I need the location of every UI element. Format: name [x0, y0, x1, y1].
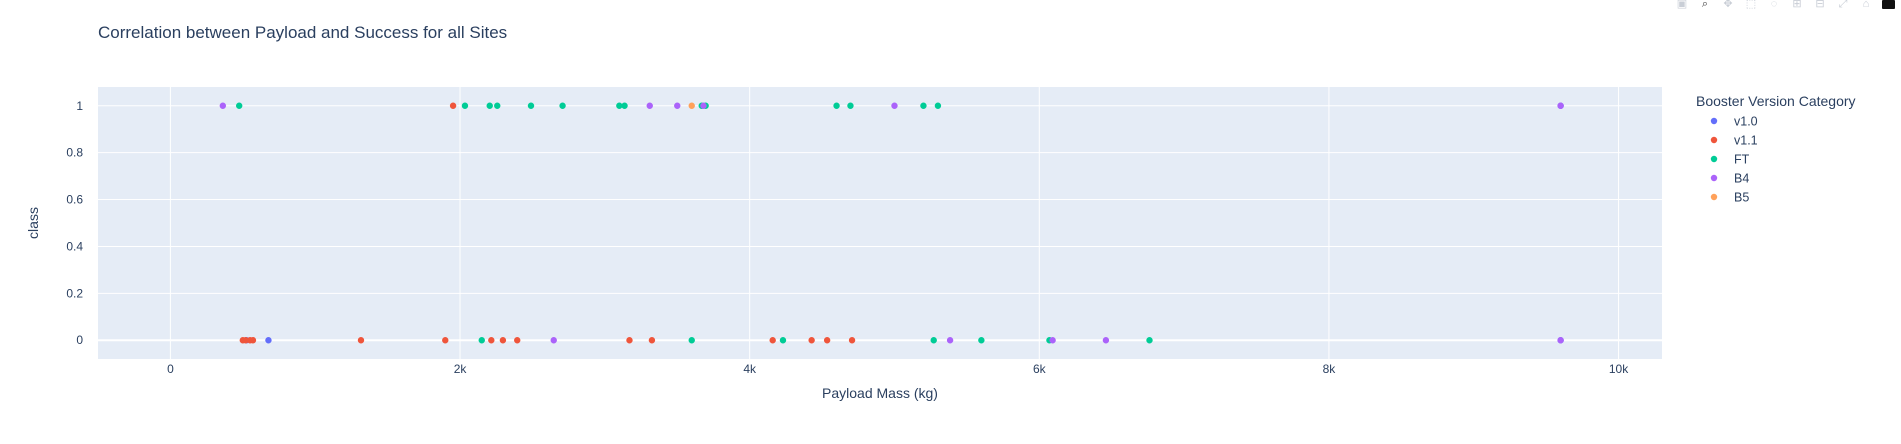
x-tick-label: 6k: [1033, 362, 1047, 376]
data-point: [527, 102, 535, 109]
y-tick-label: 0.8: [66, 146, 83, 160]
legend-item-label[interactable]: v1.0: [1734, 115, 1758, 129]
x-tick-label: 2k: [454, 362, 468, 376]
chart-title: Correlation between Payload and Success …: [98, 23, 507, 42]
data-point: [891, 102, 898, 109]
data-point: [688, 337, 695, 344]
data-point: [1102, 337, 1110, 344]
data-point: [1557, 102, 1564, 109]
x-tick-label: 4k: [743, 362, 757, 376]
data-point: [848, 337, 856, 344]
box-select-icon[interactable]: ⬚: [1745, 0, 1757, 9]
x-axis-ticks: 0 2k 4k 6k 8k 10k: [167, 362, 1629, 376]
x-axis-label: Payload Mass (kg): [822, 385, 938, 401]
legend-marker[interactable]: [1710, 136, 1718, 144]
data-point: [930, 337, 937, 344]
legend-item-label[interactable]: v1.1: [1734, 134, 1758, 148]
x-tick-label: 0: [167, 362, 174, 376]
data-point: [514, 337, 521, 344]
legend-marker[interactable]: [1710, 174, 1718, 182]
data-point: [648, 337, 656, 344]
legend-item-label[interactable]: B5: [1734, 191, 1749, 205]
zoom-in-icon[interactable]: ⊞: [1792, 0, 1802, 9]
data-point: [646, 102, 653, 109]
legend-marker[interactable]: [1710, 117, 1718, 125]
y-tick-label: 0.2: [66, 286, 83, 300]
y-tick-label: 0.4: [66, 239, 83, 253]
modebar: ▣ ⌕ ✥ ⬚ ◌ ⊞ ⊟ ⤢ ⌂: [1675, 0, 1895, 10]
legend-title: Booster Version Category: [1696, 93, 1856, 109]
data-point: [833, 102, 840, 109]
data-point: [700, 102, 707, 109]
plotly-logo-icon[interactable]: [1882, 0, 1895, 9]
x-tick-label: 10k: [1609, 362, 1629, 376]
data-point: [357, 337, 365, 344]
data-point: [920, 102, 927, 109]
legend-marker[interactable]: [1710, 193, 1718, 201]
legend: Booster Version Category v1.0 v1.1 FT B4 B5: [1696, 93, 1856, 205]
data-point: [769, 337, 776, 344]
data-point: [550, 337, 557, 344]
zoom-icon[interactable]: ⌕: [1701, 0, 1709, 9]
data-point: [621, 102, 628, 109]
data-point: [499, 337, 507, 344]
data-point: [235, 102, 243, 109]
data-point: [486, 102, 493, 109]
x-tick-label: 8k: [1323, 362, 1337, 376]
camera-icon[interactable]: ▣: [1676, 0, 1688, 9]
data-point: [688, 102, 695, 109]
data-point: [847, 102, 854, 109]
y-tick-label: 0.6: [66, 193, 83, 207]
data-point: [559, 102, 566, 109]
y-tick-label: 1: [76, 99, 83, 113]
data-point: [1557, 337, 1564, 344]
pan-icon[interactable]: ✥: [1723, 0, 1733, 9]
data-point: [1146, 337, 1153, 344]
data-point: [219, 102, 227, 109]
data-point: [626, 337, 633, 344]
data-point: [494, 102, 501, 109]
data-point: [616, 102, 623, 109]
data-point: [461, 102, 469, 109]
data-point: [808, 337, 815, 344]
legend-item-label[interactable]: FT: [1734, 153, 1750, 167]
plot-area: [98, 87, 1662, 359]
data-point: [449, 102, 457, 109]
lasso-icon[interactable]: ◌: [1770, 0, 1778, 9]
data-point: [674, 102, 681, 109]
y-axis-label: class: [25, 207, 41, 239]
zoom-out-icon[interactable]: ⊟: [1815, 0, 1825, 9]
data-point: [978, 337, 985, 344]
y-axis-ticks: 0 0.2 0.4 0.6 0.8 1: [66, 99, 83, 347]
legend-item-label[interactable]: B4: [1734, 172, 1749, 186]
data-point: [1049, 337, 1056, 344]
data-point: [779, 337, 787, 344]
data-point: [442, 337, 449, 344]
data-point: [488, 337, 495, 344]
home-icon[interactable]: ⌂: [1862, 0, 1870, 9]
data-point: [265, 337, 272, 344]
data-point: [934, 102, 942, 109]
data-point: [478, 337, 485, 344]
autoscale-icon[interactable]: ⤢: [1838, 0, 1848, 9]
data-points: [219, 102, 1564, 344]
data-point: [946, 337, 954, 344]
y-tick-label: 0: [76, 333, 83, 347]
legend-marker[interactable]: [1710, 155, 1718, 163]
data-point: [823, 337, 831, 344]
data-point: [249, 337, 257, 344]
